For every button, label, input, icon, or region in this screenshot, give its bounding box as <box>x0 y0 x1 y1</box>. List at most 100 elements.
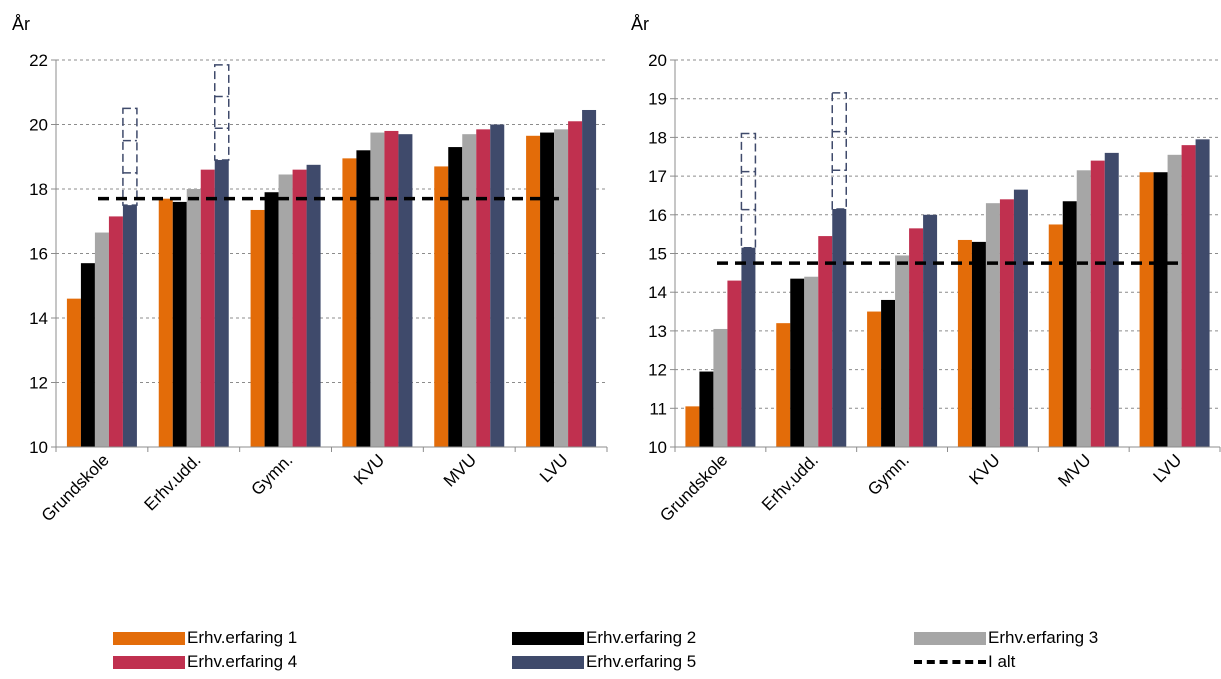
chart-1-category-label-gymn-: Gymn. <box>248 450 297 499</box>
chart-1-bar-erhv-erfaring-3-3 <box>278 174 293 448</box>
chart-2-bar-erhv-erfaring-2-1 <box>699 371 714 447</box>
chart-1-y-tick-label: 10 <box>29 438 48 457</box>
chart-2-y-tick-label: 19 <box>648 90 667 109</box>
chart-1-bar-erhv-erfaring-4-2 <box>200 169 215 447</box>
chart-2-y-tick-label: 20 <box>648 51 667 70</box>
chart-2-bar-erhv-erfaring-1-1 <box>685 406 700 447</box>
chart-1-bar-erhv-erfaring-3-5 <box>462 134 477 448</box>
chart-1-bar-erhv-erfaring-4-5 <box>476 129 491 447</box>
chart-2-bar-extension-1 <box>740 132 757 249</box>
chart-1-y-tick-label: 22 <box>29 51 48 70</box>
chart-1-y-tick-label: 12 <box>29 374 48 393</box>
chart-1-bar-erhv-erfaring-5-1 <box>122 205 137 447</box>
chart-1-bar-erhv-erfaring-5-6 <box>582 109 597 448</box>
chart-2-category-label-mvu: MVU <box>1054 450 1094 490</box>
legend-label-3: Erhv.erfaring 3 <box>988 628 1099 647</box>
legend-label-4: Erhv.erfaring 4 <box>187 652 298 671</box>
legend: Erhv.erfaring 1 Erhv.erfaring 2 Erhv.erf… <box>0 626 1221 676</box>
chart-2-y-tick-label: 18 <box>648 128 667 147</box>
chart-1-bar-erhv-erfaring-5-4 <box>398 134 413 448</box>
chart-1-bar-erhv-erfaring-1-3 <box>250 209 265 447</box>
chart-1-bar-erhv-erfaring-2-3 <box>264 192 279 447</box>
legend-swatch-3 <box>914 631 986 645</box>
chart-1-bar-erhv-erfaring-3-4 <box>370 132 385 447</box>
chart-2-bar-erhv-erfaring-1-3 <box>867 311 882 447</box>
chart-1-y-tick-label: 18 <box>29 180 48 199</box>
chart-1-bar-erhv-erfaring-3-2 <box>186 189 201 447</box>
chart-2-category-label-gymn-: Gymn. <box>864 450 913 499</box>
legend-item-i-alt: I alt <box>914 650 1015 674</box>
chart-2-bar-erhv-erfaring-4-4 <box>999 199 1014 447</box>
chart-1-category-label-erhv-udd-: Erhv.udd. <box>141 450 205 514</box>
chart-1-category-label-grundskole: Grundskole <box>38 450 113 525</box>
chart-2-y-tick-label: 12 <box>648 361 667 380</box>
legend-item-erhv-erfaring-5: Erhv.erfaring 5 <box>512 650 696 674</box>
chart-2-bar-erhv-erfaring-5-6 <box>1195 139 1210 447</box>
chart-1-bar-erhv-erfaring-4-1 <box>108 216 123 447</box>
chart-2-category-label-grundskole: Grundskole <box>656 450 731 525</box>
chart-1-y-tick-label: 20 <box>29 116 48 135</box>
chart-2-bar-erhv-erfaring-1-6 <box>1139 172 1154 448</box>
chart-2-category-label-kvu: KVU <box>966 450 1004 488</box>
chart-1-bar-erhv-erfaring-1-2 <box>158 198 173 447</box>
chart-2-bar-erhv-erfaring-1-2 <box>776 323 791 447</box>
chart-1-bar-erhv-erfaring-4-3 <box>292 169 307 447</box>
chart-1-bar-erhv-erfaring-5-3 <box>306 164 321 447</box>
legend-label-2: Erhv.erfaring 2 <box>586 628 697 647</box>
chart-2-bar-erhv-erfaring-2-6 <box>1153 172 1168 448</box>
chart-2-y-tick-label: 14 <box>648 283 667 302</box>
chart-1-bar-erhv-erfaring-3-6 <box>554 129 569 447</box>
legend-item-erhv-erfaring-1: Erhv.erfaring 1 <box>113 626 297 650</box>
chart-1-y-tick-label: 14 <box>29 309 48 328</box>
legend-swatch-i-alt <box>914 660 986 664</box>
chart-1-bar-erhv-erfaring-2-4 <box>356 150 371 448</box>
chart-1-y-tick-label: 16 <box>29 245 48 264</box>
legend-label-i-alt: I alt <box>988 652 1016 671</box>
chart-2-category-label-erhv-udd-: Erhv.udd. <box>758 450 822 514</box>
chart-2-bar-erhv-erfaring-3-4 <box>985 203 1000 447</box>
legend-swatch-4 <box>113 655 185 669</box>
chart-2-y-tick-label: 11 <box>649 399 667 418</box>
chart-1-category-label-mvu: MVU <box>440 450 480 490</box>
chart-2-bar-erhv-erfaring-3-6 <box>1167 154 1182 447</box>
chart-1-bar-erhv-erfaring-2-1 <box>80 263 95 447</box>
chart-2-bar-erhv-erfaring-2-2 <box>790 278 805 447</box>
chart-1-bar-erhv-erfaring-5-5 <box>490 124 505 447</box>
chart-2-bar-erhv-erfaring-2-5 <box>1062 201 1077 447</box>
chart-2-bar-extension-2 <box>831 92 847 210</box>
chart-2-bar-erhv-erfaring-5-3 <box>923 214 938 447</box>
chart-2-bar-erhv-erfaring-5-2 <box>832 208 847 447</box>
legend-label-1: Erhv.erfaring 1 <box>187 628 298 647</box>
chart-2-y-axis-label: År <box>631 14 649 34</box>
chart-1-bar-erhv-erfaring-1-5 <box>434 166 449 448</box>
chart-2-bar-erhv-erfaring-1-4 <box>957 239 972 447</box>
chart-1-bar-erhv-erfaring-1-6 <box>526 135 541 447</box>
chart-1-bar-extension-1 <box>122 107 138 206</box>
chart-2-bar-erhv-erfaring-4-3 <box>909 228 924 447</box>
legend-swatch-1 <box>113 631 185 645</box>
chart-2-bar-erhv-erfaring-5-1 <box>741 247 756 447</box>
chart-2-y-tick-label: 17 <box>648 167 667 186</box>
chart-2-bar-erhv-erfaring-4-2 <box>818 236 833 447</box>
chart-1-bar-erhv-erfaring-1-4 <box>342 158 357 448</box>
chart-2-bar-erhv-erfaring-3-3 <box>895 255 910 447</box>
chart-2-bar-erhv-erfaring-5-4 <box>1013 189 1028 447</box>
chart-1-bar-erhv-erfaring-3-1 <box>94 232 109 447</box>
chart-2-bar-erhv-erfaring-4-5 <box>1090 160 1105 447</box>
chart-1-category-label-lvu: LVU <box>536 450 572 486</box>
chart-2-y-tick-label: 16 <box>648 206 667 225</box>
chart-1-bar-erhv-erfaring-5-2 <box>214 159 229 447</box>
chart-2-bar-erhv-erfaring-2-3 <box>881 299 896 447</box>
chart-2-y-tick-label: 13 <box>648 322 667 341</box>
chart-2-bar-erhv-erfaring-1-5 <box>1048 224 1063 447</box>
chart-2-bar-erhv-erfaring-5-5 <box>1104 152 1119 447</box>
chart-1-category-label-kvu: KVU <box>350 450 388 488</box>
chart-2-bar-erhv-erfaring-3-2 <box>804 276 819 447</box>
chart-1-bar-erhv-erfaring-2-2 <box>172 201 187 447</box>
chart-1-y-axis-label: År <box>12 14 30 34</box>
chart-1-bar-erhv-erfaring-2-5 <box>448 147 463 447</box>
chart-2-bar-erhv-erfaring-4-1 <box>727 280 742 447</box>
chart-2-bar-erhv-erfaring-4-6 <box>1181 145 1196 447</box>
legend-item-erhv-erfaring-2: Erhv.erfaring 2 <box>512 626 696 650</box>
